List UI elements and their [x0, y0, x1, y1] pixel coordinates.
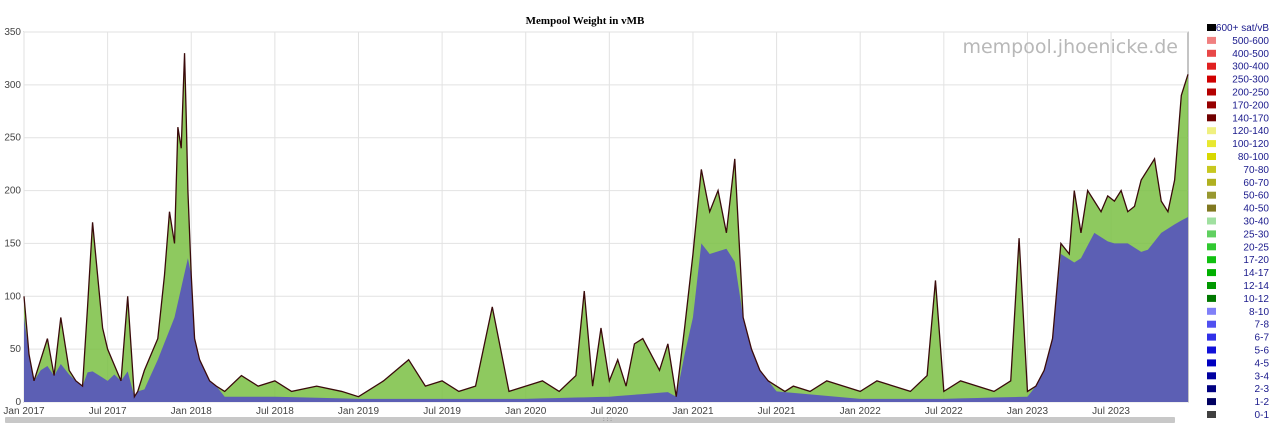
x-tick-label: Jan 2022: [840, 406, 882, 417]
legend-label: 2-3: [1255, 384, 1270, 395]
legend-swatch: [1207, 114, 1216, 122]
legend-swatch: [1207, 140, 1216, 148]
legend-swatch: [1207, 178, 1216, 186]
legend-swatch: [1207, 75, 1216, 83]
legend-label: 6-7: [1255, 333, 1270, 344]
legend-swatch: [1207, 165, 1216, 173]
legend-label: 1-2: [1255, 397, 1270, 408]
legend-label: 80-100: [1238, 152, 1270, 163]
y-axis-ticks: 0 50 100 150 200 250 300 350: [4, 27, 21, 408]
legend-label: 600+ sat/vB: [1216, 23, 1269, 34]
legend-label: 500-600: [1232, 36, 1269, 47]
legend-swatch: [1207, 385, 1216, 393]
legend-swatch: [1207, 398, 1216, 406]
legend-label: 120-140: [1232, 126, 1269, 137]
legend-label: 300-400: [1232, 62, 1269, 73]
y-tick-label: 150: [4, 238, 21, 249]
y-tick-label: 0: [15, 397, 21, 408]
x-tick-label: Jul 2022: [925, 406, 963, 417]
legend-label: 7-8: [1255, 320, 1270, 331]
x-tick-label: Jan 2019: [338, 406, 380, 417]
legend-swatch: [1207, 230, 1216, 238]
legend-label: 25-30: [1243, 229, 1269, 240]
y-tick-label: 250: [4, 133, 21, 144]
legend-swatch: [1207, 307, 1216, 315]
x-tick-label: Jan 2020: [505, 406, 547, 417]
legend-label: 4-5: [1255, 358, 1270, 369]
scrollbar-grip-icon[interactable]: :::: [602, 416, 613, 423]
legend-label: 3-4: [1255, 371, 1270, 382]
legend-label: 14-17: [1243, 268, 1269, 279]
legend-label: 60-70: [1243, 178, 1269, 189]
x-tick-label: Jan 2021: [672, 406, 714, 417]
legend-swatch: [1207, 282, 1216, 289]
legend-swatch: [1207, 36, 1216, 44]
y-tick-label: 300: [4, 80, 21, 91]
legend-swatch: [1207, 333, 1216, 341]
series-line-total: [23, 53, 1189, 399]
x-axis-ticks: Jan 2017 Jul 2017 Jan 2018 Jul 2018 Jan 2019…: [3, 406, 1130, 417]
legend-label: 0-1: [1255, 410, 1270, 421]
legend-label: 50-60: [1243, 191, 1269, 202]
legend-label: 12-14: [1243, 281, 1269, 292]
area-series: [23, 53, 1189, 403]
legend-label: 8-10: [1249, 307, 1269, 318]
legend-swatch: [1207, 359, 1216, 367]
legend-swatch: [1207, 24, 1216, 31]
plot-background: [23, 31, 1189, 403]
legend-swatch: [1207, 372, 1216, 380]
y-tick-label: 350: [4, 27, 21, 38]
x-tick-label: Jul 2021: [758, 406, 796, 417]
chart-title: Mempool Weight in vMB: [526, 15, 645, 27]
legend-label: 400-500: [1232, 49, 1269, 60]
legend-swatch: [1207, 217, 1216, 225]
legend-label: 170-200: [1232, 100, 1269, 111]
legend-label: 140-170: [1232, 113, 1269, 124]
legend-swatch: [1207, 101, 1216, 109]
legend-swatch: [1207, 49, 1216, 57]
legend: 600+ sat/vB 500-600 400-500 300-400 250-300 2…: [1207, 23, 1269, 421]
legend-swatch: [1207, 127, 1216, 135]
legend-swatch: [1207, 411, 1216, 418]
legend-swatch: [1207, 294, 1216, 302]
x-tick-label: Jan 2023: [1007, 406, 1049, 417]
x-tick-label: Jul 2017: [89, 406, 127, 417]
timeline-scrollbar[interactable]: :::: [5, 417, 1175, 423]
legend-swatch: [1207, 62, 1216, 70]
x-tick-label: Jul 2020: [590, 406, 628, 417]
legend-swatch: [1207, 191, 1216, 199]
legend-swatch: [1207, 243, 1216, 251]
legend-label: 5-6: [1255, 346, 1270, 357]
watermark: mempool.jhoenicke.de: [962, 36, 1178, 58]
x-tick-label: Jul 2023: [1092, 406, 1130, 417]
legend-swatch: [1207, 88, 1216, 96]
legend-label: 20-25: [1243, 242, 1269, 253]
legend-swatch: [1207, 153, 1216, 160]
legend-label: 40-50: [1243, 204, 1269, 215]
y-tick-label: 50: [10, 344, 22, 355]
legend-label: 10-12: [1243, 294, 1269, 305]
legend-label: 17-20: [1243, 255, 1269, 266]
x-tick-label: Jul 2018: [256, 406, 294, 417]
x-tick-label: Jul 2019: [423, 406, 461, 417]
legend-swatch: [1207, 256, 1216, 264]
legend-swatch: [1207, 320, 1216, 328]
legend-swatch: [1207, 346, 1216, 354]
x-tick-label: Jan 2017: [3, 406, 45, 417]
series-area-low-fees: [24, 217, 1188, 402]
legend-swatch: [1207, 269, 1216, 277]
legend-swatch: [1207, 204, 1216, 212]
legend-label: 100-120: [1232, 139, 1269, 150]
x-tick-label: Jan 2018: [171, 406, 213, 417]
legend-label: 70-80: [1243, 165, 1269, 176]
legend-label: 250-300: [1232, 75, 1269, 86]
legend-label: 200-250: [1232, 88, 1269, 99]
legend-label: 30-40: [1243, 217, 1269, 228]
y-tick-label: 200: [4, 186, 21, 197]
y-tick-label: 100: [4, 291, 21, 302]
